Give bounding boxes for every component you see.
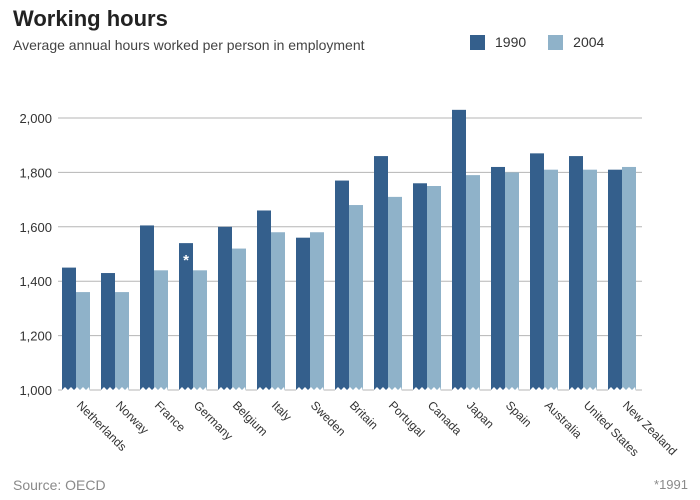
x-tick-label: Spain [503, 398, 535, 430]
axis-break [335, 387, 363, 392]
y-tick-label: 1,800 [19, 165, 52, 180]
x-tick-label: Italy [269, 398, 294, 423]
bar [413, 183, 427, 390]
bar [115, 292, 129, 390]
bar [349, 205, 363, 390]
legend-swatch-2004 [548, 34, 564, 50]
chart-title: Working hours [13, 6, 168, 31]
bar [218, 226, 232, 390]
bar [622, 166, 636, 390]
bar [62, 267, 76, 390]
bar [296, 237, 310, 390]
bar [491, 166, 505, 390]
bar [544, 169, 558, 390]
bar [388, 196, 402, 390]
axis-break [608, 387, 636, 392]
bar [452, 109, 466, 390]
bar [466, 175, 480, 390]
bar [101, 273, 115, 390]
x-tick-label: France [152, 398, 189, 435]
axis-break [179, 387, 207, 392]
legend: 1990 2004 [470, 34, 626, 50]
bar [608, 169, 622, 390]
axis-break [62, 387, 90, 392]
legend-item-2004: 2004 [548, 34, 604, 50]
bar [427, 186, 441, 390]
x-tick-label: Australia [542, 398, 585, 441]
axis-break [101, 387, 129, 392]
legend-item-1990: 1990 [470, 34, 526, 50]
legend-label-1990: 1990 [495, 34, 527, 50]
axis-break [140, 387, 168, 392]
bar [374, 156, 388, 390]
x-tick-label: Sweden [308, 398, 349, 439]
bar [335, 180, 349, 390]
legend-swatch-1990 [470, 34, 485, 50]
bar [140, 225, 154, 390]
x-tick-label: Britain [347, 398, 381, 432]
x-tick-label: Portugal [386, 398, 428, 440]
source-note: Source: OECD [13, 477, 106, 493]
axis-break [569, 387, 597, 392]
annotation-asterisk: * [183, 252, 189, 269]
axis-break [296, 387, 324, 392]
axis-break [257, 387, 285, 392]
bar [232, 248, 246, 390]
legend-label-2004: 2004 [573, 34, 605, 50]
bar [154, 270, 168, 390]
footnote: *1991 [654, 477, 688, 492]
bar [193, 270, 207, 390]
axis-break [218, 387, 246, 392]
y-tick-label: 1,200 [19, 329, 52, 344]
bar [569, 156, 583, 390]
y-tick-label: 2,000 [19, 111, 52, 126]
chart-subtitle: Average annual hours worked per person i… [13, 37, 365, 53]
x-tick-label: Norway [113, 398, 152, 437]
bar [583, 169, 597, 390]
bar [530, 153, 544, 390]
y-tick-label: 1,600 [19, 220, 52, 235]
y-tick-label: 1,400 [19, 274, 52, 289]
x-tick-label: Germany [191, 398, 236, 443]
axis-break [530, 387, 558, 392]
bar [257, 210, 271, 390]
y-tick-label: 1,000 [19, 383, 52, 398]
axis-break [374, 387, 402, 392]
axis-break [491, 387, 519, 392]
bar [76, 292, 90, 390]
x-tick-label: Japan [464, 398, 497, 431]
bar [179, 243, 193, 390]
bar [271, 232, 285, 390]
x-tick-label: Canada [425, 398, 465, 438]
bar [505, 172, 519, 390]
axis-break [413, 387, 441, 392]
axis-break [452, 387, 480, 392]
bar [310, 232, 324, 390]
